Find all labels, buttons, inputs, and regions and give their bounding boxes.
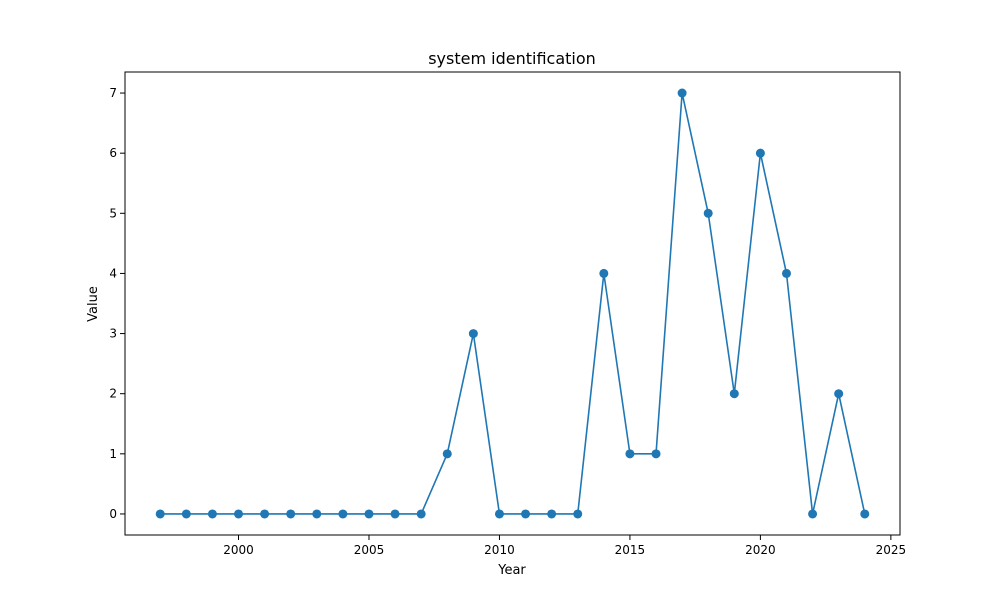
data-point <box>521 509 531 519</box>
data-point <box>599 268 609 278</box>
data-point <box>494 509 504 519</box>
series-layer <box>155 88 870 519</box>
data-point <box>181 509 191 519</box>
data-point <box>755 148 765 158</box>
data-point <box>729 389 739 399</box>
plot-area <box>124 71 901 536</box>
x-axis: 2000 2005 2010 2015 2020 2025 <box>223 535 906 557</box>
data-point <box>677 88 687 98</box>
x-tick-label: 2015 <box>615 543 646 557</box>
x-axis-label: Year <box>497 563 526 578</box>
y-tick-label: 0 <box>109 507 117 521</box>
y-axis-label: Value <box>86 286 101 322</box>
y-tick-label: 1 <box>109 447 117 461</box>
data-point <box>338 509 348 519</box>
x-tick-label: 2025 <box>876 543 907 557</box>
data-point <box>312 509 322 519</box>
x-tick-label: 2005 <box>354 543 385 557</box>
plot-frame <box>124 71 901 536</box>
data-point <box>468 329 478 339</box>
y-tick-label: 6 <box>109 146 117 160</box>
data-point <box>834 389 844 399</box>
data-point <box>442 449 452 459</box>
data-point <box>547 509 557 519</box>
data-point <box>781 268 791 278</box>
x-tick-label: 2020 <box>745 543 776 557</box>
series-line <box>160 92 866 515</box>
y-tick-label: 3 <box>109 327 117 341</box>
chart-title: system identification <box>428 49 596 68</box>
data-point <box>207 509 217 519</box>
data-point <box>260 509 270 519</box>
data-point <box>390 509 400 519</box>
data-point <box>625 449 635 459</box>
x-tick-label: 2010 <box>484 543 515 557</box>
y-tick-label: 7 <box>109 86 117 100</box>
data-point <box>234 509 244 519</box>
y-tick-label: 5 <box>109 206 117 220</box>
y-tick-label: 4 <box>109 266 117 280</box>
data-point <box>286 509 296 519</box>
x-tick-label: 2000 <box>223 543 254 557</box>
data-point <box>703 208 713 218</box>
data-point <box>651 449 661 459</box>
data-point <box>808 509 818 519</box>
y-tick-label: 2 <box>109 387 117 401</box>
data-point <box>155 509 165 519</box>
data-point <box>364 509 374 519</box>
data-point <box>860 509 870 519</box>
data-point <box>573 509 583 519</box>
data-point <box>416 509 426 519</box>
y-axis: 0 1 2 3 4 5 6 7 <box>109 86 125 521</box>
